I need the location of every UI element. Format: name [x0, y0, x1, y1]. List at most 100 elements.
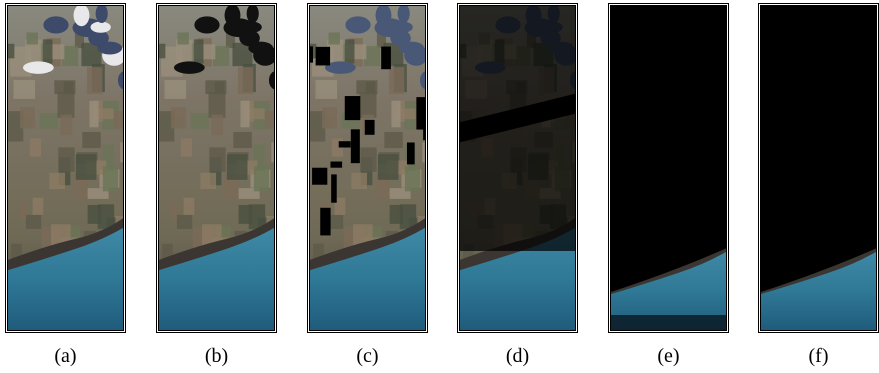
field: [389, 67, 404, 94]
field: [213, 46, 229, 66]
field: [165, 80, 187, 99]
field: [178, 33, 189, 45]
field: [233, 132, 251, 148]
cloud: [399, 42, 424, 55]
cloud: [376, 4, 392, 26]
field: [27, 33, 38, 45]
field: [238, 67, 253, 94]
panel: [457, 3, 597, 333]
caption: (d): [506, 345, 529, 367]
field: [364, 46, 380, 66]
field: [360, 147, 376, 171]
field: [194, 39, 203, 63]
field: [265, 111, 282, 128]
field: [62, 46, 78, 66]
field: [88, 205, 102, 224]
field: [405, 166, 420, 191]
image: [758, 3, 879, 333]
field: [422, 142, 434, 162]
mask: [320, 208, 330, 236]
mask: [365, 120, 375, 135]
panel: [307, 3, 447, 333]
figure: (a) (b) (c) (d) (e) (f): [0, 0, 879, 373]
field: [209, 147, 225, 171]
field: [427, 45, 447, 72]
field: [728, 45, 748, 72]
caption: (b): [205, 345, 228, 367]
field: [14, 80, 36, 99]
field: [76, 154, 97, 180]
field: [351, 173, 367, 189]
mask: [330, 162, 342, 168]
field: [20, 107, 35, 128]
field: [227, 154, 248, 180]
caption: (e): [657, 345, 679, 367]
cloud: [194, 16, 219, 33]
field: [181, 138, 192, 156]
cloud: [247, 4, 259, 23]
field: [120, 142, 132, 162]
cloud: [392, 22, 412, 33]
mask: [608, 3, 729, 293]
cloud: [248, 42, 273, 55]
mask: [351, 129, 360, 163]
field: [271, 142, 283, 162]
field: [209, 92, 226, 118]
field: [332, 138, 343, 156]
cloud: [174, 61, 205, 73]
field: [114, 111, 131, 128]
field: [240, 101, 249, 128]
field: [33, 198, 44, 215]
mask: [312, 168, 327, 185]
field: [58, 92, 75, 118]
field: [184, 198, 195, 215]
field: [43, 39, 52, 63]
field: [276, 45, 296, 72]
field: [577, 45, 597, 72]
field: [103, 166, 118, 191]
field: [40, 113, 58, 129]
field: [254, 166, 269, 191]
field: [345, 39, 354, 63]
caption: (c): [356, 345, 378, 367]
field: [30, 138, 41, 156]
field: [200, 173, 216, 189]
field: [391, 101, 400, 128]
cloud: [74, 4, 90, 26]
cloud: [90, 22, 110, 33]
mask: [316, 47, 330, 66]
mask: [339, 141, 351, 147]
field: [125, 45, 145, 72]
cloud: [345, 16, 370, 33]
field: [82, 132, 100, 148]
field: [322, 107, 337, 128]
mask: [381, 47, 391, 70]
cloud: [225, 4, 241, 26]
field: [177, 215, 192, 229]
field: [89, 101, 98, 128]
field: [26, 215, 41, 229]
field: [329, 33, 340, 45]
panel: [156, 3, 296, 333]
mask: [407, 142, 415, 164]
field: [390, 205, 404, 224]
panel: [758, 3, 879, 333]
caption: (a): [54, 345, 76, 367]
cloud: [97, 42, 122, 55]
field: [211, 115, 223, 136]
field: [60, 115, 72, 136]
field: [87, 67, 102, 94]
cloud: [398, 4, 410, 23]
panel: [5, 3, 145, 333]
field: [191, 113, 209, 129]
field: [58, 147, 74, 171]
field: [378, 154, 399, 180]
mask: [331, 174, 337, 202]
cloud: [96, 4, 108, 23]
cloud: [23, 61, 54, 73]
caption: (f): [809, 345, 829, 367]
mask: [758, 3, 879, 293]
panel: [608, 3, 748, 333]
field: [316, 80, 338, 99]
field: [239, 205, 253, 224]
